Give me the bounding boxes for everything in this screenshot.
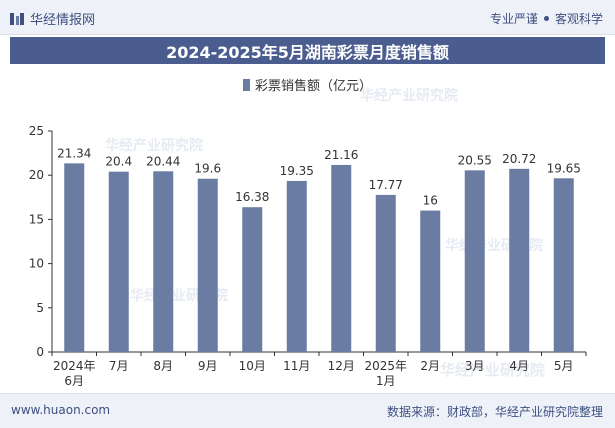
x-tick-label-line: 9月	[198, 359, 218, 373]
x-tick-label-1: 7月	[109, 359, 129, 373]
x-tick-label-line: 3月	[465, 359, 485, 373]
value-label-11: 19.65	[547, 161, 581, 175]
x-tick-label-line: 1月	[376, 374, 396, 388]
x-tick-label-8: 2月	[420, 359, 440, 373]
value-label-7: 17.77	[369, 178, 403, 192]
dot-icon	[543, 16, 549, 21]
x-tick-label-line: 10月	[239, 359, 266, 373]
tagline-b: 客观科学	[554, 12, 603, 26]
x-tick-label-9: 3月	[465, 359, 485, 373]
bar-2	[153, 171, 174, 352]
footer-source: 数据来源：财政部，华经产业研究院整理	[386, 405, 603, 419]
legend-label: 彩票销售额（亿元）	[254, 79, 372, 94]
brand: 华经情报网	[10, 9, 95, 28]
x-tick-label-line: 5月	[554, 359, 574, 373]
value-label-9: 20.55	[458, 153, 492, 167]
value-label-1: 20.4	[105, 155, 132, 169]
bar-chart: 华经产业研究院华经产业研究院华经产业研究院华经产业研究院华经产业研究院05101…	[29, 87, 587, 388]
x-tick-label-6: 12月	[328, 359, 355, 373]
x-tick-label-line: 7月	[109, 359, 129, 373]
value-label-3: 19.6	[194, 162, 221, 176]
x-tick-label-line: 11月	[283, 359, 310, 373]
watermark-0: 华经产业研究院	[105, 137, 203, 154]
x-tick-label-line: 2月	[420, 359, 440, 373]
watermark-4: 华经产业研究院	[440, 361, 545, 379]
value-label-6: 21.16	[324, 148, 358, 162]
value-label-4: 16.38	[235, 190, 269, 204]
bar-1	[108, 171, 129, 352]
legend-swatch	[242, 78, 250, 91]
footer-url[interactable]: www.huaon.com	[11, 403, 111, 417]
value-label-8: 16	[423, 194, 438, 208]
x-tick-label-line: 2025年	[364, 359, 407, 373]
brand-name: 华经情报网	[30, 13, 96, 28]
logo-icon	[10, 12, 24, 26]
bar-8	[420, 210, 441, 352]
x-tick-label-7: 2025年 1月	[364, 359, 407, 388]
bar-11	[553, 178, 574, 352]
value-label-2: 20.44	[146, 154, 180, 168]
x-tick-label-line: 8月	[153, 359, 173, 373]
top-bar: 华经情报网 专业严谨 客观科学	[0, 0, 615, 35]
tagline-a: 专业严谨	[489, 12, 538, 26]
y-tick-label-5: 25	[29, 124, 44, 138]
y-tick-label-1: 5	[36, 301, 44, 315]
x-tick-label-4: 10月	[239, 359, 266, 373]
x-tick-label-line: 6月	[64, 374, 84, 388]
footer: www.huaon.com 数据来源：财政部，华经产业研究院整理	[0, 393, 615, 428]
y-tick-label-4: 20	[29, 168, 44, 182]
value-label-10: 20.72	[502, 152, 536, 166]
x-tick-label-2: 8月	[153, 359, 173, 373]
x-tick-label-line: 12月	[328, 359, 355, 373]
x-tick-label-5: 11月	[283, 359, 310, 373]
watermark-1: 华经产业研究院	[360, 87, 458, 104]
x-tick-label-0: 2024年 6月	[53, 359, 96, 388]
y-tick-label-0: 0	[36, 345, 44, 359]
y-tick-label-2: 10	[29, 257, 44, 271]
value-label-5: 19.35	[280, 164, 314, 178]
bar-3	[197, 178, 218, 352]
x-tick-label-line: 2024年	[53, 359, 96, 373]
bar-10	[509, 168, 530, 352]
bar-9	[464, 170, 485, 352]
bar-6	[331, 164, 352, 352]
legend: 彩票销售额（亿元）	[0, 75, 615, 94]
bar-7	[375, 194, 396, 352]
value-label-0: 21.34	[57, 146, 91, 160]
x-tick-label-11: 5月	[554, 359, 574, 373]
chart-title: 2024-2025年5月湖南彩票月度销售额	[10, 37, 605, 64]
x-tick-label-3: 9月	[198, 359, 218, 373]
bar-4	[242, 207, 263, 352]
x-tick-label-10: 4月	[509, 359, 529, 373]
bar-0	[64, 163, 85, 352]
bar-5	[286, 180, 307, 352]
tagline: 专业严谨 客观科学	[490, 10, 603, 27]
y-tick-label-3: 15	[29, 212, 44, 226]
x-tick-label-line: 4月	[509, 359, 529, 373]
